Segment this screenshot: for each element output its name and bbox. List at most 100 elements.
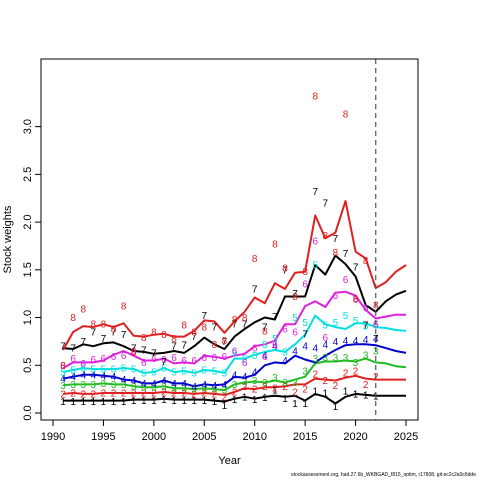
point-label-3: 3 [141,383,147,394]
point-label-6: 6 [141,358,147,369]
point-label-5: 5 [80,364,86,375]
point-label-2: 2 [323,376,329,387]
point-label-3: 3 [191,385,197,396]
point-label-8: 8 [151,327,157,338]
point-label-8: 8 [262,326,268,337]
point-label-6: 6 [343,275,349,286]
point-label-1: 1 [232,395,238,406]
point-label-7: 7 [262,323,268,334]
point-label-8: 8 [141,333,147,344]
point-label-1: 1 [312,387,318,398]
point-label-6: 6 [262,352,268,363]
point-label-6: 6 [121,351,127,362]
y-tick-label: 2.0 [22,214,34,229]
point-label-1: 1 [363,390,369,401]
point-label-7: 7 [292,289,298,300]
y-tick-label: 0.0 [22,405,34,420]
point-label-6: 6 [302,280,308,291]
point-label-5: 5 [312,261,318,272]
point-label-1: 1 [202,396,208,407]
point-label-7: 7 [353,262,359,273]
point-label-1: 1 [242,392,248,403]
point-label-5: 5 [212,367,218,378]
point-label-1: 1 [353,389,359,400]
point-label-8: 8 [171,334,177,345]
point-label-3: 3 [262,378,268,389]
point-label-4: 4 [262,351,268,362]
point-label-1: 1 [252,395,258,406]
point-label-6: 6 [171,353,177,364]
point-label-8: 8 [292,292,298,303]
point-label-6: 6 [181,356,187,367]
point-label-7: 7 [323,199,329,210]
point-label-6: 6 [373,320,379,331]
point-label-3: 3 [131,382,137,393]
point-label-4: 4 [80,370,86,381]
point-label-6: 6 [70,354,76,365]
point-label-3: 3 [181,384,187,395]
point-label-7: 7 [111,327,117,338]
point-label-8: 8 [131,347,137,358]
point-label-1: 1 [212,397,218,408]
point-label-1: 1 [101,397,107,408]
point-label-1: 1 [111,397,117,408]
point-label-7: 7 [70,344,76,355]
point-label-5: 5 [91,365,97,376]
point-label-8: 8 [191,327,197,338]
point-label-7: 7 [141,346,147,357]
x-tick-label: 2015 [293,431,317,443]
point-label-4: 4 [363,335,369,346]
point-label-8: 8 [363,256,369,267]
point-label-3: 3 [363,350,369,361]
point-label-2: 2 [242,382,248,393]
point-label-1: 1 [91,397,97,408]
point-label-2: 2 [151,388,157,399]
point-label-5: 5 [131,365,137,376]
point-label-1: 1 [121,397,127,408]
point-label-5: 5 [292,313,298,324]
point-label-8: 8 [353,294,359,305]
point-label-1: 1 [161,395,167,406]
point-label-2: 2 [91,389,97,400]
x-tick-label: 1990 [41,431,65,443]
point-label-7: 7 [282,265,288,276]
point-label-4: 4 [60,374,66,385]
point-label-7: 7 [312,187,318,198]
point-label-7: 7 [191,332,197,343]
point-label-8: 8 [80,304,86,315]
point-label-8: 8 [343,110,349,121]
point-label-4: 4 [191,382,197,393]
point-label-3: 3 [80,380,86,391]
y-tick-label: 0.5 [22,358,34,373]
point-label-4: 4 [323,340,329,351]
y-tick-label: 2.5 [22,167,34,182]
point-label-3: 3 [111,380,117,391]
y-tick-label: 1.0 [22,310,34,325]
point-label-1: 1 [222,401,228,412]
point-label-8: 8 [242,313,248,324]
point-label-8: 8 [232,315,238,326]
point-label-2: 2 [111,388,117,399]
point-label-6: 6 [212,353,218,364]
point-label-3: 3 [312,354,318,365]
y-axis: 0.0 0.5 1.0 1.5 2.0 2.5 3.0 [22,119,42,421]
point-label-7: 7 [272,312,278,323]
point-label-7: 7 [232,320,238,331]
point-label-8: 8 [101,320,107,331]
point-label-2: 2 [302,385,308,396]
point-label-4: 4 [333,337,339,348]
point-label-8: 8 [60,361,66,372]
point-label-5: 5 [222,368,228,379]
point-label-4: 4 [272,342,278,353]
point-label-8: 8 [202,323,208,334]
point-label-3: 3 [222,386,228,397]
point-label-4: 4 [343,336,349,347]
point-label-6: 6 [232,346,238,357]
point-label-6: 6 [312,237,318,248]
point-label-3: 3 [232,380,238,391]
x-axis-label: Year [218,455,241,467]
point-label-5: 5 [363,322,369,333]
point-label-5: 5 [252,351,258,362]
point-label-7: 7 [121,330,127,341]
